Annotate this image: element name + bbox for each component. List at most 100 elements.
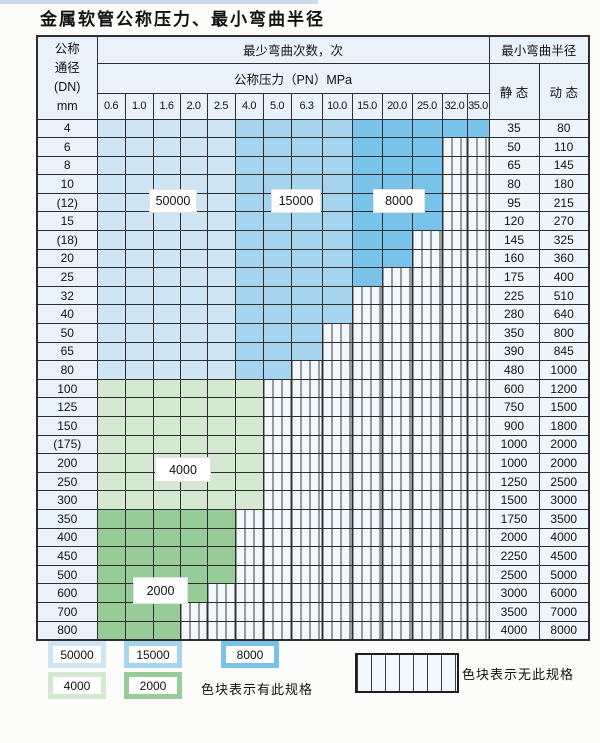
static-radius-cell: 390 [488, 341, 540, 362]
spec-cell [206, 192, 236, 213]
spec-cell [381, 174, 413, 194]
no-spec-cell [351, 490, 383, 510]
spec-cell [206, 211, 236, 232]
no-spec-cell [466, 583, 490, 603]
spec-cell [96, 434, 126, 455]
table-row-dn-400: 400 2000 4000 [36, 527, 590, 548]
spec-cell [234, 323, 264, 343]
no-spec-cell [466, 192, 490, 213]
spec-cell [290, 137, 323, 157]
pressure-header-15.0: 15.0 [351, 92, 383, 120]
cycle-zone-label-8000: 8000 [373, 189, 425, 213]
pressure-header-35.0: 35.0 [466, 92, 490, 120]
no-spec-cell [381, 397, 413, 417]
spec-cell [152, 248, 181, 269]
spec-cell [152, 546, 181, 566]
spec-cell [381, 137, 413, 157]
no-spec-cell [466, 267, 490, 287]
no-spec-cell [321, 508, 353, 529]
spec-cell [234, 267, 264, 287]
no-spec-cell [441, 564, 468, 585]
spec-cell [290, 285, 323, 306]
no-spec-cell [381, 434, 413, 455]
no-spec-cell [381, 490, 413, 510]
pressure-header-1.6: 1.6 [152, 92, 181, 120]
scan-artifact-strip [0, 0, 318, 4]
table-row-dn-500: 500 2500 5000 [36, 564, 590, 585]
spec-cell [124, 118, 154, 139]
spec-cell [206, 546, 236, 566]
dn-cell: 15 [36, 211, 98, 232]
no-spec-cell [411, 416, 443, 436]
spec-cell [321, 118, 353, 139]
table-row-dn-15: 15 120 270 [36, 211, 590, 232]
no-spec-cell [441, 471, 468, 492]
dn-column-header: 公称 通径 (DN) mm [36, 35, 98, 120]
spec-cell [234, 118, 264, 139]
dn-cell: 800 [36, 620, 98, 641]
no-spec-cell [262, 527, 292, 548]
spec-cell [234, 211, 264, 232]
no-spec-cell [351, 285, 383, 306]
no-spec-cell [321, 564, 353, 585]
spec-cell [262, 137, 292, 157]
pressure-header-4.0: 4.0 [234, 92, 264, 120]
no-spec-cell [321, 360, 353, 380]
no-spec-cell [206, 583, 236, 603]
static-radius-cell: 50 [488, 137, 540, 157]
no-spec-cell [321, 341, 353, 362]
pressure-header-32.0: 32.0 [441, 92, 468, 120]
spec-cell [234, 174, 264, 194]
dn-cell: (18) [36, 230, 98, 250]
no-spec-cell [381, 304, 413, 325]
static-radius-cell: 1500 [488, 490, 540, 510]
no-spec-cell [351, 323, 383, 343]
spec-cell [206, 137, 236, 157]
spec-cell [179, 341, 208, 362]
no-spec-cell [290, 434, 323, 455]
spec-cell [179, 211, 208, 232]
no-spec-cell [351, 416, 383, 436]
spec-cell [206, 471, 236, 492]
no-spec-cell [441, 453, 468, 473]
pressure-header-2.5: 2.5 [206, 92, 236, 120]
no-spec-cell [351, 453, 383, 473]
no-spec-cell [466, 546, 490, 566]
spec-cell [96, 304, 126, 325]
spec-cell [124, 434, 154, 455]
no-spec-cell [321, 323, 353, 343]
no-spec-cell [381, 267, 413, 287]
spec-cell [96, 453, 126, 473]
no-spec-cell [234, 583, 264, 603]
spec-cell [321, 230, 353, 250]
spec-cell [96, 192, 126, 213]
spec-cell [381, 118, 413, 139]
spec-cell [381, 248, 413, 269]
static-radius-cell: 600 [488, 378, 540, 399]
spec-cell [206, 174, 236, 194]
no-spec-cell [262, 471, 292, 492]
spec-cell [124, 230, 154, 250]
no-spec-cell [411, 546, 443, 566]
pressure-header-1.0: 1.0 [124, 92, 154, 120]
no-spec-cell [466, 230, 490, 250]
spec-cell [262, 230, 292, 250]
no-spec-cell [411, 564, 443, 585]
spec-cell [124, 360, 154, 380]
no-spec-cell [411, 360, 443, 380]
spec-cell [262, 211, 292, 232]
spec-cell [290, 174, 323, 194]
spec-cell [206, 304, 236, 325]
no-spec-cell [206, 601, 236, 622]
no-spec-cell [441, 174, 468, 194]
spec-cell [262, 285, 292, 306]
spec-cell [411, 137, 443, 157]
spec-cell [96, 323, 126, 343]
spec-cell [351, 118, 383, 139]
spec-cell [96, 601, 126, 622]
no-spec-cell [381, 583, 413, 603]
dynamic-radius-cell: 5000 [538, 564, 590, 585]
table-row-dn-350: 350 1750 3500 [36, 508, 590, 529]
dynamic-radius-cell: 3500 [538, 508, 590, 529]
spec-cell [234, 378, 264, 399]
